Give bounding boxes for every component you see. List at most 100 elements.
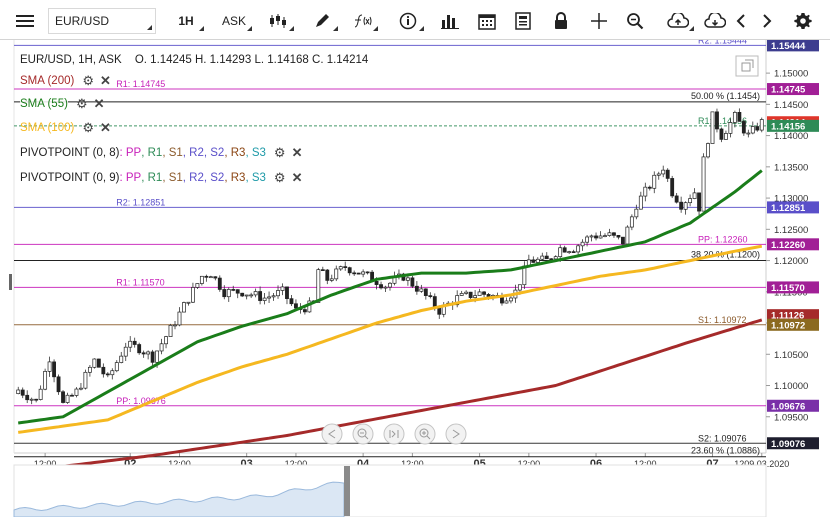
candle	[625, 226, 630, 245]
candle	[737, 112, 742, 122]
legend-item: SMA (200) ⚙ ✕	[20, 73, 111, 89]
legend-settings-gear-icon[interactable]: ⚙	[273, 170, 286, 185]
candle	[674, 195, 679, 203]
candle	[325, 269, 330, 281]
lock-icon[interactable]	[546, 8, 576, 34]
candle	[240, 292, 245, 297]
chart-area[interactable]: 1.095001.100001.105001.110001.115001.120…	[0, 35, 830, 518]
candle	[580, 241, 585, 247]
chart-type-icon[interactable]	[260, 8, 296, 34]
symbol-label: EUR/USD	[55, 14, 110, 28]
legend-settings-gear-icon[interactable]: ⚙	[82, 120, 94, 135]
price-badge-label: 1.15444	[771, 41, 806, 52]
maximize-icon[interactable]	[735, 55, 759, 77]
price-chart[interactable]: 1.095001.100001.105001.110001.115001.120…	[0, 35, 830, 518]
legend-close-icon[interactable]: ✕	[99, 120, 111, 135]
ohlc-prefix: EUR/USD, 1H, ASK	[20, 54, 122, 66]
candle	[213, 276, 218, 279]
price-badge	[767, 238, 819, 251]
candle	[531, 259, 536, 263]
candle	[558, 247, 563, 258]
gear-icon[interactable]	[790, 8, 816, 34]
candle	[114, 362, 119, 372]
left-resize-handle[interactable]	[9, 274, 12, 290]
cloud-upload-icon[interactable]	[660, 8, 696, 34]
info-icon[interactable]	[390, 8, 426, 34]
legend-label: PIVOTPOINT (0, 8)	[20, 147, 120, 159]
candle	[137, 344, 142, 354]
zoom-out-icon[interactable]	[352, 423, 374, 445]
price-badge-label: 1.10972	[771, 320, 805, 331]
function-icon[interactable]	[344, 8, 380, 34]
candle	[715, 111, 719, 130]
candle	[29, 398, 34, 401]
price-badge-label: 1.14156	[771, 121, 805, 132]
navigation-controls	[321, 423, 467, 445]
menu-icon[interactable]	[10, 8, 40, 34]
cloud-download-icon[interactable]	[700, 8, 730, 34]
candle	[405, 277, 410, 281]
candle	[38, 388, 43, 400]
candle	[159, 343, 164, 352]
pivot-legend-part: , R3	[224, 172, 246, 184]
pivot-label: PP: 1.12260	[698, 234, 748, 244]
candle	[177, 311, 182, 326]
y-tick-label: 1.12500	[774, 225, 808, 236]
chevron-left-icon[interactable]	[730, 8, 752, 34]
candle	[16, 389, 21, 394]
legend-close-icon[interactable]: ✕	[291, 145, 303, 160]
x-tick-label: 12:00	[518, 459, 541, 469]
nav-forward-icon[interactable]	[445, 423, 467, 445]
price-type-selector[interactable]: ASK	[214, 8, 254, 34]
y-tick-label: 1.10500	[774, 350, 808, 361]
y-tick-label: 1.09500	[774, 412, 808, 423]
candle	[683, 202, 688, 210]
candle	[285, 286, 289, 299]
candle	[302, 309, 307, 313]
candle	[414, 285, 419, 292]
y-tick-label: 1.14500	[774, 100, 808, 111]
legend-settings-gear-icon[interactable]: ⚙	[82, 73, 94, 88]
candle	[101, 366, 106, 375]
candle	[280, 286, 285, 291]
legend-settings-gear-icon[interactable]: ⚙	[75, 96, 88, 111]
nav-back-icon[interactable]	[321, 423, 343, 445]
symbol-selector[interactable]: EUR/USD	[48, 8, 156, 34]
interval-selector[interactable]: 1H	[166, 8, 206, 34]
candle	[598, 235, 603, 239]
interval-label: 1H	[178, 14, 194, 28]
candle	[226, 289, 231, 298]
navigator-handle[interactable]	[344, 466, 350, 516]
candle	[83, 371, 88, 389]
news-icon[interactable]	[508, 8, 538, 34]
candle	[352, 272, 357, 275]
legend-close-icon[interactable]: ✕	[93, 96, 105, 111]
indicators-icon[interactable]	[432, 8, 468, 34]
pivot-label: R2: 1.15444	[698, 40, 747, 45]
price-badge-label: 1.14745	[771, 85, 806, 96]
legend-settings-gear-icon[interactable]: ⚙	[273, 145, 286, 160]
pivot-legend-part: , S2	[203, 172, 225, 184]
price-badge	[767, 437, 819, 450]
pencil-icon[interactable]	[304, 8, 340, 34]
pivot-label: S1: 1.10972	[698, 315, 747, 325]
reset-icon[interactable]	[383, 423, 405, 445]
candle	[338, 266, 343, 270]
fib-label: 23.60 % (1.0886)	[691, 446, 760, 456]
ohlc-low: 1.14168	[267, 54, 309, 66]
zoom-icon[interactable]	[620, 8, 650, 34]
legend-close-icon[interactable]: ✕	[291, 170, 303, 185]
candle	[468, 291, 473, 298]
crosshair-icon[interactable]	[584, 8, 614, 34]
candle	[643, 186, 648, 197]
legend-close-icon[interactable]: ✕	[99, 73, 111, 88]
chevron-right-icon[interactable]	[756, 8, 778, 34]
candle	[173, 324, 177, 327]
pivot-legend-part: , R1	[141, 172, 163, 184]
zoom-in-icon[interactable]	[414, 423, 436, 445]
candle	[244, 294, 249, 297]
candle	[482, 291, 486, 295]
candle	[432, 296, 437, 308]
calendar-icon[interactable]	[472, 8, 502, 34]
candle	[155, 350, 160, 363]
